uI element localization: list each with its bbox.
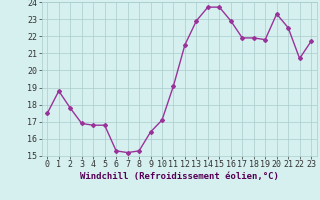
X-axis label: Windchill (Refroidissement éolien,°C): Windchill (Refroidissement éolien,°C) [80,172,279,181]
